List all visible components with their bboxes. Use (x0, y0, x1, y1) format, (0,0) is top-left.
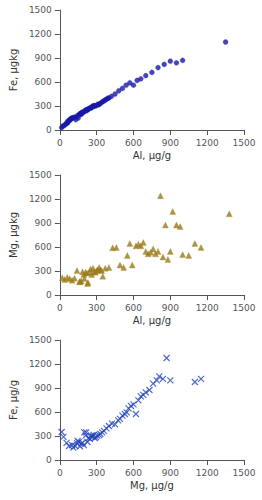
svg-text:1200: 1200 (29, 29, 52, 39)
svg-text:1200: 1200 (29, 359, 52, 369)
svg-text:900: 900 (35, 53, 52, 63)
svg-text:1500: 1500 (233, 468, 256, 478)
svg-text:1200: 1200 (196, 303, 219, 313)
svg-text:1500: 1500 (29, 5, 52, 15)
svg-text:Al, μg/g: Al, μg/g (133, 150, 171, 161)
svg-text:900: 900 (162, 468, 179, 478)
svg-text:1500: 1500 (233, 138, 256, 148)
svg-text:600: 600 (35, 242, 52, 252)
svg-text:1200: 1200 (196, 468, 219, 478)
svg-text:0: 0 (57, 303, 63, 313)
svg-text:600: 600 (35, 407, 52, 417)
svg-text:Fe, μg/g: Fe, μg/g (8, 380, 19, 420)
svg-text:0: 0 (57, 468, 63, 478)
svg-text:Fe, μgkg: Fe, μgkg (8, 49, 19, 92)
svg-text:1200: 1200 (29, 194, 52, 204)
svg-text:900: 900 (35, 383, 52, 393)
svg-text:300: 300 (88, 303, 105, 313)
svg-text:1500: 1500 (29, 335, 52, 345)
svg-text:300: 300 (88, 468, 105, 478)
svg-text:Al, μg/g: Al, μg/g (133, 315, 171, 326)
svg-text:600: 600 (125, 303, 142, 313)
svg-text:300: 300 (35, 266, 52, 276)
svg-text:300: 300 (35, 431, 52, 441)
svg-text:0: 0 (57, 138, 63, 148)
svg-text:900: 900 (35, 218, 52, 228)
svg-text:1200: 1200 (196, 138, 219, 148)
svg-text:0: 0 (46, 125, 52, 135)
svg-text:300: 300 (88, 138, 105, 148)
svg-text:0: 0 (46, 290, 52, 300)
svg-text:900: 900 (162, 303, 179, 313)
svg-text:600: 600 (125, 138, 142, 148)
svg-text:Mg, μgkg: Mg, μgkg (8, 212, 19, 258)
svg-text:300: 300 (35, 101, 52, 111)
svg-text:600: 600 (125, 468, 142, 478)
svg-text:1500: 1500 (233, 303, 256, 313)
svg-text:Mg, μg/g: Mg, μg/g (130, 480, 174, 491)
svg-text:600: 600 (35, 77, 52, 87)
svg-text:0: 0 (46, 455, 52, 465)
svg-text:1500: 1500 (29, 170, 52, 180)
svg-text:900: 900 (162, 138, 179, 148)
